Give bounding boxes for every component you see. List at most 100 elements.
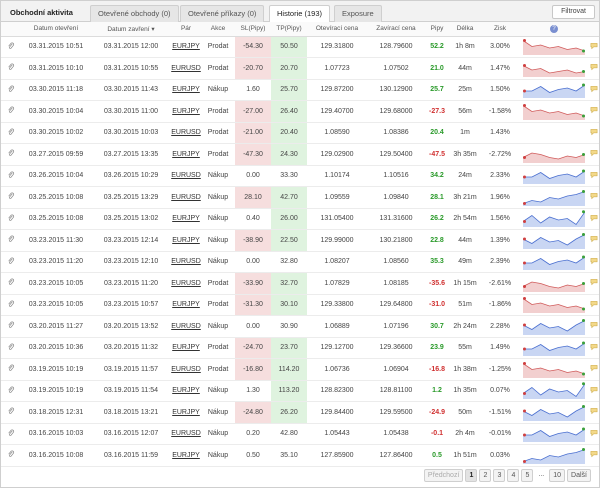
paperclip-icon[interactable] bbox=[7, 106, 15, 114]
comment-icon[interactable] bbox=[590, 321, 598, 329]
comment-icon[interactable] bbox=[590, 42, 598, 50]
comment-icon[interactable] bbox=[590, 450, 598, 458]
note-cell[interactable] bbox=[589, 251, 599, 273]
attach-cell[interactable] bbox=[1, 401, 21, 424]
note-cell[interactable] bbox=[589, 229, 599, 252]
pair-link[interactable]: EURUSD bbox=[171, 57, 201, 80]
note-cell[interactable] bbox=[589, 143, 599, 166]
comment-icon[interactable] bbox=[590, 364, 598, 372]
note-cell[interactable] bbox=[589, 337, 599, 359]
comment-icon[interactable] bbox=[590, 257, 598, 265]
header-pips[interactable]: Pipy bbox=[425, 22, 449, 37]
paperclip-icon[interactable] bbox=[7, 321, 15, 329]
attach-cell[interactable] bbox=[1, 272, 21, 295]
comment-icon[interactable] bbox=[590, 429, 598, 437]
pair-link[interactable]: EURUSD bbox=[171, 423, 201, 445]
table-row[interactable]: 03.16.2015 10:03 03.16.2015 12:07 EURUSD Ná… bbox=[1, 423, 599, 445]
pair-link[interactable]: EURJPY bbox=[171, 36, 201, 58]
header-action[interactable]: Akce bbox=[201, 22, 235, 37]
next-page-button[interactable]: Další bbox=[567, 468, 591, 482]
header-closed[interactable]: Datum zavření ▾ bbox=[91, 22, 171, 37]
comment-icon[interactable] bbox=[590, 300, 598, 308]
note-cell[interactable] bbox=[589, 294, 599, 316]
table-row[interactable]: 03.19.2015 10:19 03.19.2015 11:57 EURUSD Pr… bbox=[1, 358, 599, 381]
table-row[interactable]: 03.31.2015 10:51 03.31.2015 12:00 EURJPY Pr… bbox=[1, 36, 599, 58]
attach-cell[interactable] bbox=[1, 229, 21, 252]
table-row[interactable]: 03.30.2015 10:04 03.30.2015 11:00 EURJPY Pr… bbox=[1, 100, 599, 123]
note-cell[interactable] bbox=[589, 272, 599, 295]
paperclip-icon[interactable] bbox=[7, 386, 15, 394]
pair-link[interactable]: EURJPY bbox=[171, 143, 201, 166]
attach-cell[interactable] bbox=[1, 122, 21, 144]
pair-link[interactable]: EURJPY bbox=[171, 401, 201, 424]
page-3-button[interactable]: 3 bbox=[493, 468, 506, 482]
paperclip-icon[interactable] bbox=[7, 450, 15, 458]
note-cell[interactable] bbox=[589, 165, 599, 187]
comment-icon[interactable] bbox=[590, 128, 598, 136]
table-row[interactable]: 03.30.2015 11:18 03.30.2015 11:43 EURJPY Ná… bbox=[1, 79, 599, 101]
paperclip-icon[interactable] bbox=[7, 300, 15, 308]
paperclip-icon[interactable] bbox=[7, 343, 15, 351]
table-row[interactable]: 03.23.2015 11:30 03.23.2015 12:14 EURJPY Ná… bbox=[1, 229, 599, 252]
pair-link[interactable]: EURUSD bbox=[171, 165, 201, 187]
tab-open-trades[interactable]: Otevřené obchody (0) bbox=[90, 5, 179, 22]
note-cell[interactable] bbox=[589, 36, 599, 58]
pair-link[interactable]: EURUSD bbox=[171, 358, 201, 381]
header-pair[interactable]: Pár bbox=[171, 22, 201, 37]
table-row[interactable]: 03.31.2015 10:10 03.31.2015 10:55 EURUSD Pr… bbox=[1, 57, 599, 80]
attach-cell[interactable] bbox=[1, 57, 21, 80]
table-row[interactable]: 03.30.2015 10:02 03.30.2015 10:03 EURUSD Pr… bbox=[1, 122, 599, 144]
pair-link[interactable]: EURJPY bbox=[171, 100, 201, 123]
pair-link[interactable]: EURJPY bbox=[171, 79, 201, 101]
note-cell[interactable] bbox=[589, 57, 599, 80]
note-cell[interactable] bbox=[589, 444, 599, 467]
comment-icon[interactable] bbox=[590, 171, 598, 179]
page-10-button[interactable]: 10 bbox=[549, 468, 566, 482]
paperclip-icon[interactable] bbox=[7, 257, 15, 265]
pair-link[interactable]: EURUSD bbox=[171, 272, 201, 295]
table-row[interactable]: 03.25.2015 10:08 03.25.2015 13:02 EURJPY Ná… bbox=[1, 208, 599, 230]
pair-link[interactable]: EURUSD bbox=[171, 186, 201, 209]
pair-link[interactable]: EURJPY bbox=[171, 294, 201, 316]
paperclip-icon[interactable] bbox=[7, 128, 15, 136]
page-2-button[interactable]: 2 bbox=[479, 468, 492, 482]
note-cell[interactable] bbox=[589, 186, 599, 209]
paperclip-icon[interactable] bbox=[7, 42, 15, 50]
pair-link[interactable]: EURJPY bbox=[171, 337, 201, 359]
paperclip-icon[interactable] bbox=[7, 85, 15, 93]
comment-icon[interactable] bbox=[590, 343, 598, 351]
table-row[interactable]: 03.25.2015 10:08 03.25.2015 13:29 EURUSD Ná… bbox=[1, 186, 599, 209]
comment-icon[interactable] bbox=[590, 214, 598, 222]
attach-cell[interactable] bbox=[1, 358, 21, 381]
attach-cell[interactable] bbox=[1, 143, 21, 166]
note-cell[interactable] bbox=[589, 79, 599, 101]
paperclip-icon[interactable] bbox=[7, 171, 15, 179]
page-4-button[interactable]: 4 bbox=[507, 468, 520, 482]
table-row[interactable]: 03.26.2015 10:04 03.26.2015 10:29 EURUSD Ná… bbox=[1, 165, 599, 187]
table-row[interactable]: 03.23.2015 11:20 03.23.2015 12:10 EURUSD Ná… bbox=[1, 251, 599, 273]
note-cell[interactable] bbox=[589, 315, 599, 338]
page-1-button[interactable]: 1 bbox=[465, 468, 478, 482]
paperclip-icon[interactable] bbox=[7, 235, 15, 243]
paperclip-icon[interactable] bbox=[7, 407, 15, 415]
note-cell[interactable] bbox=[589, 100, 599, 123]
pair-link[interactable]: EURJPY bbox=[171, 444, 201, 467]
attach-cell[interactable] bbox=[1, 337, 21, 359]
comment-icon[interactable] bbox=[590, 149, 598, 157]
tab-open-orders[interactable]: Otevřené příkazy (0) bbox=[180, 5, 265, 22]
attach-cell[interactable] bbox=[1, 294, 21, 316]
note-cell[interactable] bbox=[589, 380, 599, 402]
attach-cell[interactable] bbox=[1, 444, 21, 467]
note-cell[interactable] bbox=[589, 122, 599, 144]
tab-history[interactable]: Historie (193) bbox=[269, 5, 331, 23]
attach-cell[interactable] bbox=[1, 423, 21, 445]
table-row[interactable]: 03.20.2015 10:36 03.20.2015 11:32 EURJPY Pr… bbox=[1, 337, 599, 359]
paperclip-icon[interactable] bbox=[7, 192, 15, 200]
header-opened[interactable]: Datum otevření bbox=[21, 22, 91, 37]
pair-link[interactable]: EURJPY bbox=[171, 208, 201, 230]
table-row[interactable]: 03.16.2015 10:08 03.16.2015 11:59 EURJPY Ná… bbox=[1, 444, 599, 467]
note-cell[interactable] bbox=[589, 401, 599, 424]
pair-link[interactable]: EURJPY bbox=[171, 229, 201, 252]
header-tp[interactable]: TP(Pipy) bbox=[271, 22, 307, 37]
table-row[interactable]: 03.20.2015 11:27 03.20.2015 13:52 EURUSD Ná… bbox=[1, 315, 599, 338]
